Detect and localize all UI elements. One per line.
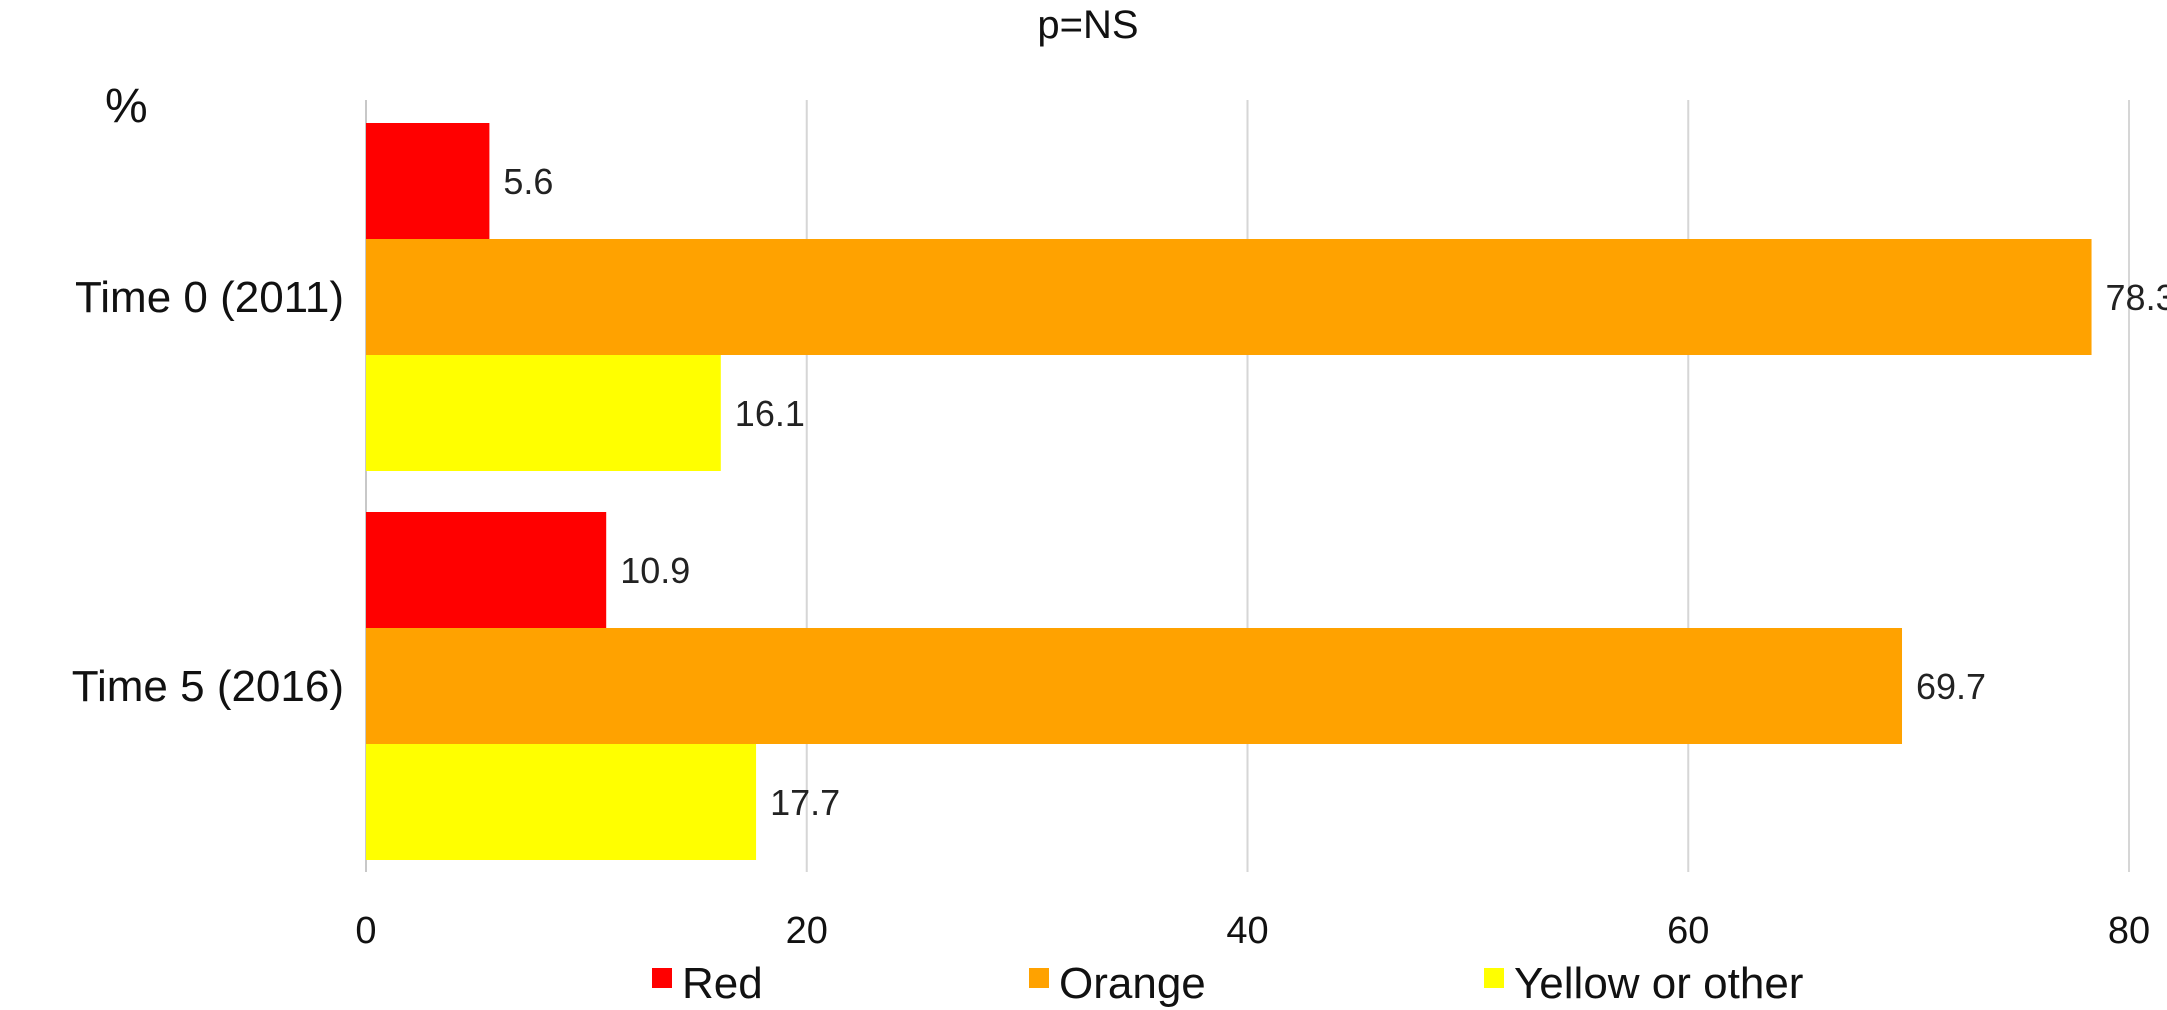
x-tick-labels: 0 20 40 60 80	[355, 910, 2150, 952]
category-labels: Time 0 (2011) Time 5 (2016)	[72, 273, 344, 711]
data-labels: 5.6 78.3 16.1 10.9 69.7 17.7	[503, 161, 2167, 823]
bar-red-2	[366, 512, 607, 628]
legend-swatch-yellow-or-other	[1484, 968, 1504, 988]
bar-orange-2	[366, 628, 1903, 744]
category-label-2: Time 5 (2016)	[72, 662, 344, 711]
bar-red-1	[366, 123, 490, 239]
legend-swatch-orange	[1029, 968, 1049, 988]
x-tick-label-0: 0	[355, 910, 376, 952]
chart-title: p=NS	[1037, 3, 1138, 47]
data-label-red-1: 5.6	[503, 161, 553, 202]
x-tick-label-80: 80	[2108, 910, 2150, 952]
data-label-yellow-or-other-2: 17.7	[770, 782, 840, 823]
data-label-orange-1: 78.3	[2106, 277, 2167, 318]
legend-label-orange: Orange	[1059, 959, 1206, 1008]
category-label-1: Time 0 (2011)	[75, 273, 344, 322]
x-tick-label-20: 20	[786, 910, 828, 952]
x-tick-label-60: 60	[1667, 910, 1709, 952]
bar-orange-1	[366, 239, 2092, 355]
legend-swatch-red	[652, 968, 672, 988]
value-axis-unit: %	[105, 80, 148, 133]
legend-label-red: Red	[682, 959, 763, 1008]
data-label-yellow-or-other-1: 16.1	[735, 393, 805, 434]
data-label-red-2: 10.9	[620, 550, 690, 591]
bar-yellow-or-other-2	[366, 744, 757, 860]
bar-yellow-or-other-1	[366, 355, 721, 471]
legend: Red Orange Yellow or other	[652, 959, 1803, 1008]
bars	[366, 123, 2092, 860]
data-label-orange-2: 69.7	[1916, 666, 1986, 707]
x-tick-label-40: 40	[1226, 910, 1268, 952]
legend-label-yellow-or-other: Yellow or other	[1514, 959, 1803, 1008]
